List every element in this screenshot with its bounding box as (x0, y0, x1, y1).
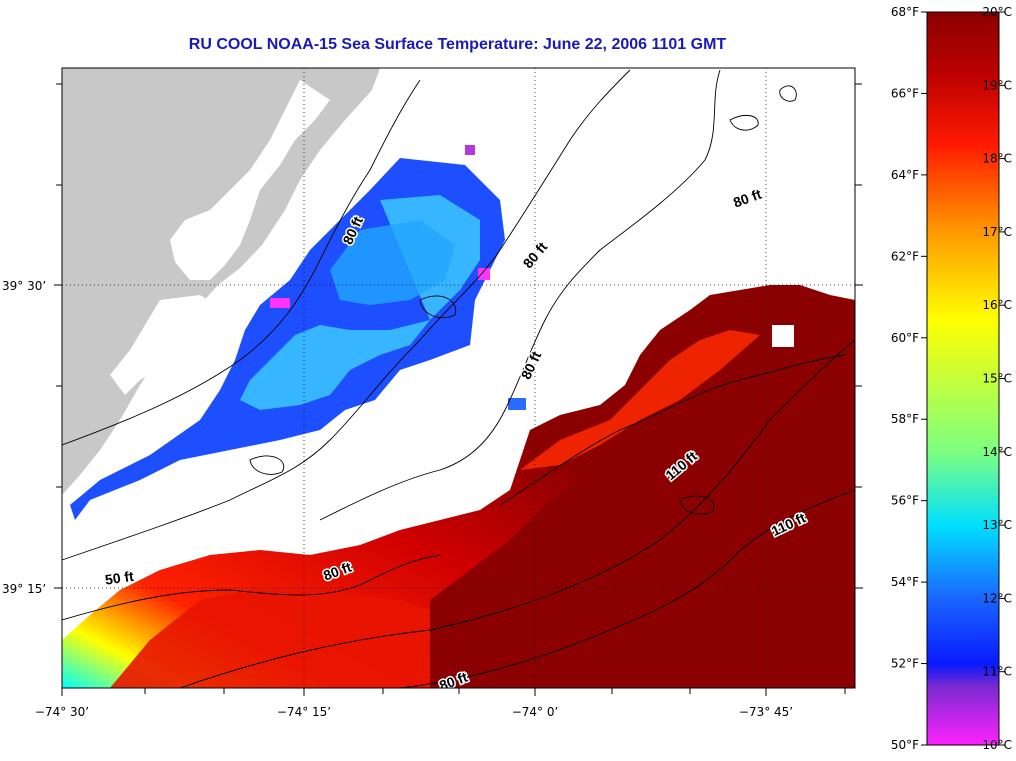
colorbar-f-label: 68°F (891, 5, 919, 19)
bay-cutout (170, 80, 330, 280)
colorbar: 68°F 66°F 64°F 62°F 60°F 58°F 56°F 54°F 52°F 50°F… (891, 5, 1012, 752)
lon-tick-label: −74° 15’ (277, 705, 331, 719)
colorbar-f-label: 52°F (891, 657, 919, 671)
cold-edge-pixels (465, 145, 475, 155)
colorbar-c-label: 11°C (982, 665, 1012, 679)
colorbar-c-label: 19°C (982, 78, 1012, 92)
colorbar-f-label: 58°F (891, 412, 919, 426)
lat-tick-label: 39° 15’ (2, 582, 46, 596)
warm-core (430, 320, 855, 688)
map-canvas: 80 ft 80 ft 80 ft 80 ft 80 ft 50 ft 110 … (62, 68, 855, 688)
colorbar-f-label: 50°F (891, 738, 919, 752)
colorbar-c-label: 15°C (982, 372, 1012, 386)
frame-ticks (54, 83, 863, 696)
warm-nearshore (110, 590, 430, 688)
colorbar-f-label: 60°F (891, 331, 919, 345)
map-title: RU COOL NOAA-15 Sea Surface Temperature:… (188, 36, 727, 53)
lon-tick-label: −74° 0’ (512, 705, 559, 719)
marsh-cutout (110, 295, 225, 395)
colorbar-c-label: 16°C (982, 298, 1012, 312)
lon-tick-label: −73° 45’ (739, 705, 793, 719)
lat-tick-label: 39° 30’ (2, 279, 46, 293)
colorbar-scale (926, 11, 1000, 746)
bathymetry-contours (62, 69, 855, 688)
colorbar-f-label: 64°F (891, 168, 919, 182)
colorbar-f-label: 62°F (891, 249, 919, 263)
cloud-pixel (772, 325, 794, 347)
shelf-edge-front (520, 330, 760, 470)
colorbar-f-label: 56°F (891, 494, 919, 508)
land-mass (62, 68, 380, 495)
lon-tick-label: −74° 30’ (35, 705, 89, 719)
colorbar-c-label: 20°C (982, 5, 1012, 19)
cold-core-center (330, 220, 455, 305)
contour-label: 50 ft (104, 568, 135, 588)
graticule (62, 68, 855, 688)
colorbar-c-label: 13°C (982, 518, 1012, 532)
colorbar-c-label: 18°C (982, 152, 1012, 166)
colorbar-c-label: 17°C (982, 225, 1012, 239)
cold-pixels (508, 398, 526, 410)
cold-edge-pixels (478, 268, 490, 280)
colorbar-f-label: 54°F (891, 575, 919, 589)
colorbar-c-label: 12°C (982, 591, 1012, 605)
colorbar-f-label: 66°F (891, 86, 919, 100)
cold-edge-pixels (270, 298, 290, 308)
colorbar-c-label: 10°C (982, 738, 1012, 752)
colorbar-c-label: 14°C (982, 445, 1012, 459)
